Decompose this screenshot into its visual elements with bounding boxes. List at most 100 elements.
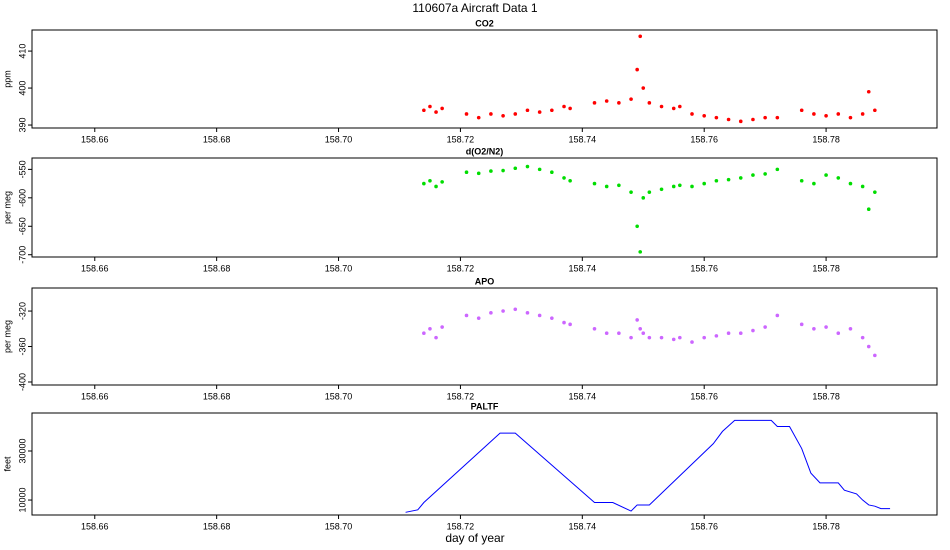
data-point xyxy=(702,335,706,340)
y-tick-label: -360 xyxy=(17,338,27,356)
y-tick-label: -650 xyxy=(17,217,27,235)
data-point xyxy=(592,326,597,331)
data-point xyxy=(812,112,816,116)
data-point xyxy=(860,184,865,189)
data-point xyxy=(440,106,444,111)
data-point xyxy=(629,190,633,194)
data-point xyxy=(501,113,505,118)
data-point xyxy=(629,97,633,101)
x-tick-label: 158.66 xyxy=(81,391,109,401)
data-point xyxy=(678,335,682,340)
data-point xyxy=(629,335,633,340)
data-point xyxy=(428,326,432,331)
x-tick-label: 158.70 xyxy=(325,391,353,401)
y-tick-label: 390 xyxy=(17,118,27,133)
data-point xyxy=(635,224,639,229)
data-point xyxy=(812,326,816,331)
x-tick-label: 158.72 xyxy=(447,391,475,401)
data-point xyxy=(638,250,643,254)
data-point xyxy=(568,322,572,327)
data-point xyxy=(836,331,841,336)
data-point xyxy=(434,110,438,114)
data-point xyxy=(824,113,828,118)
data-point xyxy=(848,181,853,186)
data-point xyxy=(678,183,682,188)
data-point xyxy=(422,181,426,186)
data-point xyxy=(647,190,652,194)
data-point xyxy=(738,119,743,124)
data-point xyxy=(671,106,676,111)
data-point xyxy=(525,164,530,169)
data-point xyxy=(775,115,780,120)
data-point xyxy=(836,112,841,116)
data-point xyxy=(866,89,871,94)
plot-frame xyxy=(31,412,938,516)
data-point xyxy=(866,344,871,349)
data-point xyxy=(678,104,682,109)
data-point xyxy=(775,313,780,318)
data-point xyxy=(641,196,646,200)
data-point xyxy=(513,112,518,116)
y-axis-label: per meg xyxy=(2,191,12,224)
chart-title: 110607a Aircraft Data 1 xyxy=(412,1,538,15)
data-point xyxy=(738,331,743,336)
plot-frame xyxy=(31,157,938,258)
data-point xyxy=(550,316,554,320)
data-point xyxy=(647,101,652,105)
data-point xyxy=(428,178,432,183)
data-point xyxy=(592,181,597,186)
x-tick-label: 158.72 xyxy=(447,521,475,531)
data-point xyxy=(659,187,664,192)
data-point xyxy=(617,183,621,188)
data-point xyxy=(799,322,804,327)
data-point xyxy=(714,178,719,183)
data-point xyxy=(635,67,639,72)
data-point xyxy=(812,181,816,186)
data-point xyxy=(873,353,877,358)
data-point xyxy=(763,325,767,329)
y-tick-label: 30000 xyxy=(17,438,27,463)
data-point xyxy=(434,335,438,340)
x-tick-label: 158.76 xyxy=(690,263,718,273)
data-point xyxy=(873,190,877,194)
y-tick-label: -400 xyxy=(17,373,27,391)
data-point xyxy=(714,334,719,338)
data-point xyxy=(604,184,609,189)
data-point xyxy=(604,331,609,336)
x-tick-label: 158.70 xyxy=(325,263,353,273)
data-point xyxy=(799,178,804,183)
y-tick-label: 410 xyxy=(17,44,27,59)
panel-title: APO xyxy=(475,276,495,286)
x-axis-label: day of year xyxy=(445,531,504,545)
data-point xyxy=(702,181,706,186)
data-point xyxy=(690,112,694,116)
x-tick-label: 158.66 xyxy=(81,134,109,144)
data-point xyxy=(860,335,865,340)
data-point xyxy=(671,337,676,342)
data-point xyxy=(422,331,426,336)
plot-frame xyxy=(31,287,938,386)
data-point xyxy=(638,326,643,331)
x-tick-label: 158.74 xyxy=(569,391,597,401)
data-point xyxy=(641,86,646,90)
data-point xyxy=(647,335,652,340)
data-point xyxy=(751,328,755,333)
data-point xyxy=(422,108,426,113)
data-point xyxy=(873,108,877,113)
data-point xyxy=(635,318,639,322)
y-axis-label: ppm xyxy=(2,70,12,88)
y-tick-label: 400 xyxy=(17,81,27,96)
data-point xyxy=(489,169,493,173)
data-point xyxy=(726,177,731,182)
x-tick-label: 158.78 xyxy=(812,263,840,273)
data-point xyxy=(513,166,518,171)
x-tick-label: 158.72 xyxy=(447,134,475,144)
data-point xyxy=(702,113,706,118)
data-point xyxy=(751,173,755,177)
data-point xyxy=(476,115,481,120)
data-point xyxy=(866,207,871,212)
data-point xyxy=(638,34,643,39)
data-point xyxy=(836,176,841,180)
data-point xyxy=(537,167,542,172)
